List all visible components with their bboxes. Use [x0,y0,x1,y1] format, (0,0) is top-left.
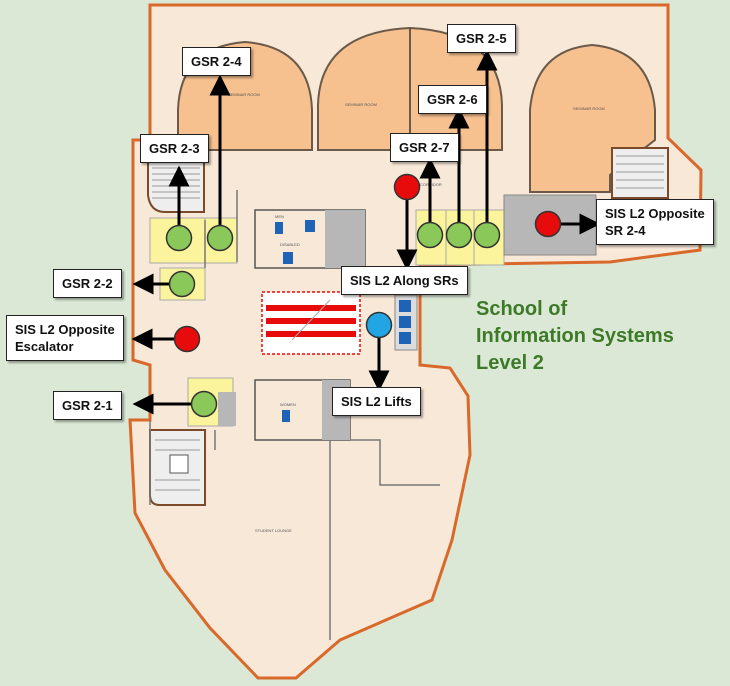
label-gsr-2-3: GSR 2-3 [140,134,209,163]
label-text: GSR 2-3 [149,141,200,156]
markers [165,173,562,418]
lift-icon [399,332,411,344]
gsr-2-1-grey-block [218,392,236,426]
stair-treads [616,155,664,189]
label-text: SR 2-4 [605,223,646,238]
label-gsr-2-4: GSR 2-4 [182,47,251,76]
escalator [261,291,361,355]
label-text: GSR 2-4 [191,54,242,69]
label-gsr-2-2: GSR 2-2 [53,269,122,298]
title-line: Level 2 [476,352,544,374]
label-sis-l2-opposite-escalator: SIS L2 Opposite Escalator [6,315,124,361]
marker-gsr-2-2[interactable] [168,270,196,298]
seminar-room-label: SEMINAR ROOM [228,92,260,97]
label-gsr-2-1: GSR 2-1 [53,391,122,420]
label-sis-l2-opposite-sr: SIS L2 Opposite SR 2-4 [596,199,714,245]
label-text: SIS L2 Opposite [605,206,705,221]
accessible-sign-icon [283,252,293,264]
seminar-room-label: SEMINAR ROOM [345,102,377,107]
marker-lifts[interactable] [365,311,393,339]
title-line: School of [476,298,568,320]
label-text: GSR 2-2 [62,276,113,291]
marker-gsr-2-6[interactable] [445,221,473,249]
lift-icon [399,300,411,312]
label-text: GSR 2-1 [62,398,113,413]
marker-gsr-2-5[interactable] [473,221,501,249]
label-text: Escalator [15,339,74,354]
label-text: SIS L2 Opposite [15,322,115,337]
toilet-grey-area [325,210,365,268]
disabled-label: DISABLED [280,242,300,247]
label-sis-l2-along-srs: SIS L2 Along SRs [341,266,468,295]
men-sign-icon [275,222,283,234]
stairwell-top-right [611,147,669,199]
label-sis-l2-lifts: SIS L2 Lifts [332,387,421,416]
label-gsr-2-6: GSR 2-6 [418,85,487,114]
men-label: MEN [275,214,284,219]
map-title: School of Information Systems Level 2 [476,296,674,377]
label-gsr-2-7: GSR 2-7 [390,133,459,162]
seminar-room-label: SEMINAR ROOM [573,106,605,111]
title-line: Information Systems [476,325,674,347]
stair-icon [169,454,189,474]
marker-along-srs[interactable] [393,173,421,201]
stair-treads [155,439,200,491]
lift-icon [399,316,411,328]
label-text: GSR 2-7 [399,140,450,155]
marker-opposite-escalator[interactable] [173,325,201,353]
label-text: GSR 2-6 [427,92,478,107]
marker-gsr-2-7[interactable] [416,221,444,249]
marker-gsr-2-1[interactable] [190,390,218,418]
label-text: SIS L2 Lifts [341,394,412,409]
student-lounge-label: STUDENT LOUNGE [255,528,292,533]
women-label: WOMEN [280,402,296,407]
label-text: SIS L2 Along SRs [350,273,459,288]
interior-walls [149,190,440,640]
label-gsr-2-5: GSR 2-5 [447,24,516,53]
marker-opposite-sr[interactable] [534,210,562,238]
stairwell-top-left [147,161,205,213]
marker-gsr-2-3[interactable] [165,224,193,252]
marker-gsr-2-4[interactable] [206,224,234,252]
restroom-sign-icon [305,220,315,232]
label-text: GSR 2-5 [456,31,507,46]
women-sign-icon [282,410,290,422]
